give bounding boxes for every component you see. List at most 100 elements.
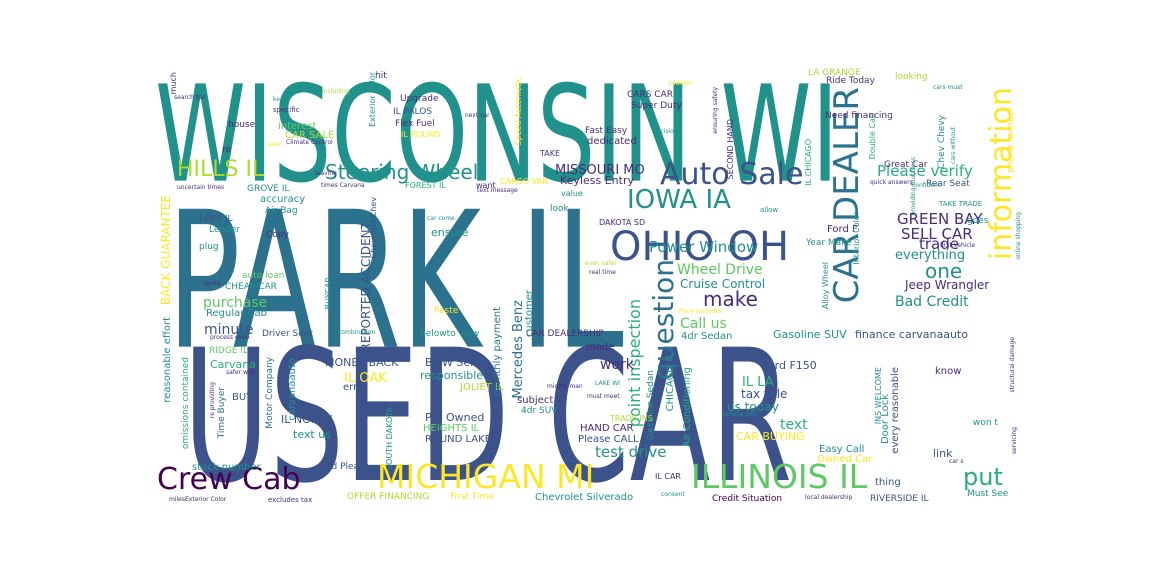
word-great-car: Great Car	[884, 160, 928, 170]
word-ridge-il: RIDGE IL	[209, 346, 249, 356]
word-minute: minute	[204, 322, 254, 338]
word-back-guarantee: BACK GUARANTEE	[159, 195, 173, 306]
word-process-even: process even	[210, 334, 250, 341]
word-price-excludes: Price excludes	[679, 308, 722, 315]
word-keep: keep	[273, 96, 288, 103]
word-keyless-entry: Keyless Entry	[560, 174, 634, 187]
word-excludes-tax: excludes tax	[268, 496, 313, 504]
word-times-carvana: times Carvana	[321, 182, 365, 189]
word-addition: addition	[668, 80, 693, 87]
word-south-dakota: SOUTH DAKOTA	[385, 407, 394, 471]
word-lender: Lender	[209, 225, 241, 235]
word-uncertain-times: uncertain times	[177, 184, 225, 191]
word-il-oak: IL OAK	[344, 371, 387, 386]
word-ride-today: Ride Today	[826, 76, 875, 86]
word-year-make: Year Make	[806, 238, 852, 248]
word-ford-f: Ford F	[827, 224, 858, 235]
word-text-us: text us	[293, 428, 331, 441]
word-lake-il: LAKE IL	[199, 214, 233, 224]
word-phone-number: phone number	[1006, 107, 1016, 174]
word-local-dealership: local dealership	[805, 494, 853, 501]
word-every-reasonable: every reasonable	[890, 367, 901, 454]
word-michigan-mi: MICHIGAN MI	[377, 457, 595, 496]
word-put: put	[963, 463, 1003, 491]
word-buy: BUY	[232, 392, 253, 403]
word-one: one	[925, 259, 963, 283]
word-must-see: Must See	[967, 489, 1009, 499]
word-time-buyer: Time Buyer	[217, 387, 227, 439]
word-air-bag: Air Bag	[265, 206, 298, 216]
word-cargo-van: CARGO VAN	[500, 177, 549, 186]
word-il-palos: IL PALOS	[393, 107, 433, 117]
word-please-call: Please CALL	[578, 434, 639, 445]
word-cars-must: cars must	[933, 84, 963, 91]
word-chicago-il: CHICAGO IL	[665, 353, 676, 412]
word-customer: customer	[524, 290, 535, 338]
word-motor-company: Motor Company	[265, 357, 275, 429]
word-wisconsin-wi: WISCONSIN WI	[155, 67, 839, 213]
word-real-time: real time	[589, 269, 616, 276]
word-ins-welcome: INS WELCOME	[874, 367, 883, 425]
word-hills-il: HILLS IL	[177, 157, 265, 182]
word-cheap-car: CHEAP CAR	[225, 282, 277, 292]
word-monthly-payment: monthly payment	[492, 307, 503, 396]
word-error: error	[343, 382, 368, 393]
word-offer-financing: OFFER FINANCING	[347, 492, 430, 502]
word-ohio-oh: OHIO OH	[610, 224, 790, 270]
word-hit: hit	[375, 71, 387, 81]
word-ensuring-safety: ensuring safety	[712, 87, 719, 134]
word-milesexterior-color: milesExterior Color	[169, 496, 227, 503]
word-must-meet: must meet	[587, 393, 620, 400]
word-specific: specific	[273, 106, 300, 114]
word-copy: Copy	[266, 230, 289, 240]
word-including: including	[322, 88, 350, 95]
word-trade-ins: TRADE INS	[610, 414, 653, 423]
word-riverside-il: RIVERSIDE IL	[870, 494, 929, 504]
word-lake-wi: LAKE WI	[595, 380, 620, 387]
word-decision: decision	[653, 128, 678, 135]
word-purchase: purchase	[203, 295, 268, 311]
word-allow: allow	[760, 206, 779, 214]
word-looking: looking	[895, 72, 928, 82]
word-know: know	[935, 366, 962, 377]
word-cruise-control: Cruise Control	[680, 277, 766, 291]
word-take-trade: TAKE TRADE	[939, 200, 983, 208]
word-dakota-sd: DAKOTA SD	[599, 218, 646, 227]
word-house: house	[228, 120, 256, 130]
word-plug: plug	[199, 242, 219, 252]
word-auto-sale: Auto Sale	[660, 157, 804, 192]
word-responsible: responsible	[420, 369, 484, 382]
word-credit-situation: Credit Situation	[712, 494, 783, 504]
word-gasoline-sedan: Gasoline Sedan	[646, 370, 656, 440]
word-heights-il: HEIGHTS IL	[423, 423, 480, 434]
word-tax-title: tax title	[741, 387, 788, 401]
word-reasonable-effort: reasonable effort	[162, 317, 173, 403]
word-cloud-panel: WISCONSIN WI PARK IL USED CAR OHIO OH MICHIG…	[155, 67, 1031, 507]
word-confident: confident	[912, 182, 941, 189]
word-everything: everything	[895, 248, 966, 263]
word-speed-automatic: Speed Automatic	[514, 77, 523, 146]
word-wheel-drive: Wheel Drive	[677, 262, 763, 278]
word-4dr-suv: 4dr SUV	[521, 406, 558, 416]
word-next-car: next car	[465, 112, 490, 119]
word-trade: trade	[919, 235, 959, 253]
word-fast-easy: Fast Easy	[585, 126, 628, 136]
word-il-chicago: IL CHICAGO	[804, 139, 813, 186]
word-il-la: IL LA	[742, 375, 774, 390]
word-illinois-il: ILLINOIS IL	[691, 457, 868, 496]
word-first-time: First Time	[450, 492, 494, 502]
word-chev-chevy: Chev Chevy	[937, 115, 947, 169]
word-flex-fuel: Flex Fuel	[395, 119, 435, 129]
word-bmw-series: BMW Series	[425, 356, 491, 369]
word-cars-without: cars without	[950, 127, 957, 165]
word-omissions-contained: omissions contained	[181, 357, 191, 450]
word-interior-color: Interior Color	[852, 212, 861, 265]
word-search-bar: search bar	[174, 94, 206, 101]
word-want: want	[476, 181, 496, 190]
word-round-lake: ROUND LAKE	[425, 434, 492, 445]
word-text-message: text message	[477, 187, 518, 194]
word-rear-seat: Rear Seat	[926, 179, 970, 189]
word-grove-il: GROVE IL	[247, 184, 290, 194]
word-il-round: IL ROUND	[401, 130, 441, 139]
